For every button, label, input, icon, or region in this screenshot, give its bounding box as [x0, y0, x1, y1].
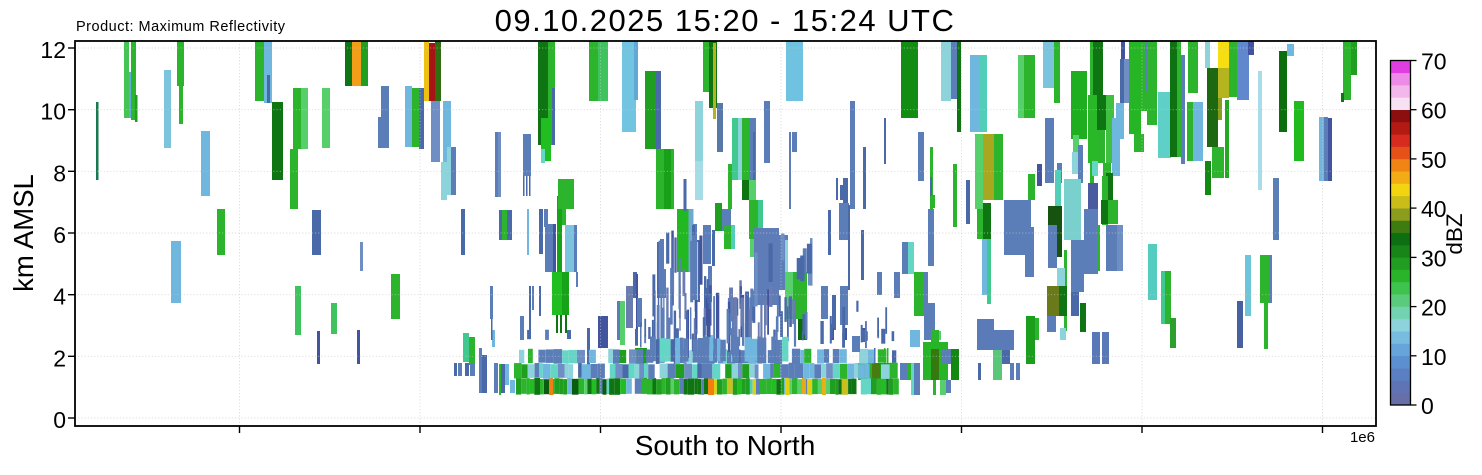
svg-text:10: 10	[1421, 344, 1447, 370]
svg-text:50: 50	[1421, 147, 1447, 173]
svg-text:40: 40	[1421, 196, 1447, 222]
svg-text:8: 8	[53, 160, 66, 186]
svg-text:2: 2	[53, 345, 66, 371]
svg-text:dBZ: dBZ	[1442, 213, 1467, 255]
svg-text:km AMSL: km AMSL	[8, 174, 39, 292]
svg-text:30: 30	[1421, 245, 1447, 271]
svg-text:70: 70	[1421, 49, 1447, 75]
svg-text:6: 6	[53, 222, 66, 248]
svg-text:60: 60	[1421, 98, 1447, 124]
svg-text:South to North: South to North	[635, 430, 816, 461]
svg-text:10: 10	[40, 99, 66, 125]
svg-text:0: 0	[53, 407, 66, 433]
svg-text:20: 20	[1421, 295, 1447, 321]
svg-text:09.10.2025 15:20 - 15:24 UTC: 09.10.2025 15:20 - 15:24 UTC	[495, 3, 956, 38]
svg-text:1e6: 1e6	[1350, 429, 1375, 446]
svg-text:0: 0	[1421, 393, 1434, 419]
svg-text:Product: Maximum Reflectivity: Product: Maximum Reflectivity	[76, 19, 286, 35]
svg-text:12: 12	[40, 37, 66, 63]
svg-text:4: 4	[53, 284, 66, 310]
